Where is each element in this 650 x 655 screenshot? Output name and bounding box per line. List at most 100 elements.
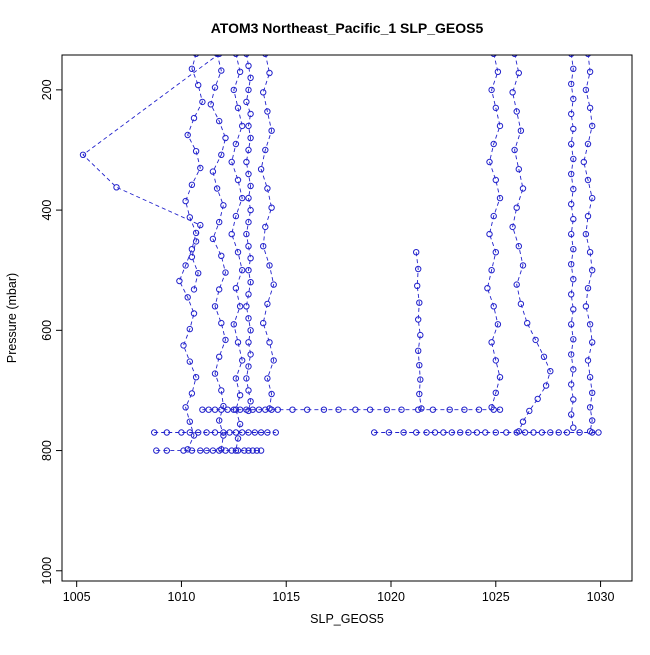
data-point xyxy=(534,395,541,403)
data-point xyxy=(243,375,250,382)
data-point xyxy=(245,429,252,436)
data-point xyxy=(182,197,189,205)
data-point xyxy=(178,429,185,436)
series-line xyxy=(245,55,252,411)
data-point xyxy=(184,131,191,139)
data-point xyxy=(416,390,423,398)
data-point xyxy=(530,429,537,436)
data-point xyxy=(226,429,233,436)
data-point xyxy=(228,447,235,454)
data-point xyxy=(247,206,254,214)
data-point xyxy=(180,447,187,454)
data-point xyxy=(415,406,422,413)
data-point xyxy=(151,429,158,436)
data-point xyxy=(239,267,246,274)
data-point xyxy=(218,319,225,327)
data-point xyxy=(190,114,198,122)
data-point xyxy=(188,447,196,454)
data-point xyxy=(228,230,235,238)
data-point xyxy=(264,185,271,192)
data-point xyxy=(371,429,378,436)
data-point xyxy=(429,406,437,413)
data-point xyxy=(211,303,219,310)
data-point xyxy=(492,104,499,112)
data-point xyxy=(584,140,592,148)
data-point xyxy=(568,110,575,118)
data-point xyxy=(236,303,244,310)
data-point xyxy=(440,429,447,436)
data-point xyxy=(236,406,244,413)
data-point xyxy=(232,212,240,220)
data-point xyxy=(568,170,575,178)
data-point xyxy=(416,362,423,369)
data-point xyxy=(582,303,590,310)
data-point xyxy=(270,281,277,288)
data-point xyxy=(247,74,254,82)
data-point xyxy=(475,406,483,413)
data-point xyxy=(188,65,196,73)
data-point xyxy=(209,168,217,175)
data-point xyxy=(496,122,504,130)
series-line xyxy=(260,55,275,409)
data-point xyxy=(216,117,223,125)
data-point xyxy=(509,223,516,231)
data-point xyxy=(224,406,231,413)
data-point xyxy=(264,300,271,308)
series-line xyxy=(210,55,226,450)
data-point xyxy=(513,204,520,211)
data-point xyxy=(220,202,227,209)
data-point xyxy=(188,181,196,189)
x-tick-label: 1010 xyxy=(168,590,196,604)
data-point xyxy=(521,429,529,436)
data-point xyxy=(484,285,491,292)
data-point xyxy=(586,104,594,112)
data-point xyxy=(268,390,275,398)
data-point xyxy=(243,406,250,413)
data-point xyxy=(234,104,242,112)
x-tick-label: 1025 xyxy=(482,590,510,604)
data-point xyxy=(260,243,267,250)
data-point xyxy=(585,55,591,57)
data-point xyxy=(383,406,390,413)
data-point xyxy=(245,146,252,154)
data-point xyxy=(413,249,420,256)
data-point xyxy=(416,299,423,306)
data-point xyxy=(492,429,499,436)
data-point xyxy=(218,151,225,159)
data-point xyxy=(519,262,527,269)
data-point xyxy=(247,351,254,358)
data-point xyxy=(511,55,518,57)
data-point xyxy=(220,432,227,439)
data-point xyxy=(192,374,200,381)
data-point xyxy=(264,375,271,382)
data-point xyxy=(490,212,497,220)
data-point xyxy=(274,406,281,413)
data-point xyxy=(385,429,393,436)
data-point xyxy=(249,447,256,454)
data-point xyxy=(232,140,240,148)
chart-title: ATOM3 Northeast_Pacific_1 SLP_GEOS5 xyxy=(211,20,484,36)
data-point xyxy=(192,238,200,245)
data-point xyxy=(589,267,596,274)
data-point xyxy=(482,429,489,436)
data-point xyxy=(415,347,422,354)
data-point xyxy=(220,429,227,436)
data-point xyxy=(163,447,171,454)
data-point xyxy=(268,204,275,211)
data-point xyxy=(304,406,311,413)
data-point xyxy=(214,55,221,57)
data-point xyxy=(461,406,468,413)
data-point xyxy=(180,342,187,349)
data-point xyxy=(586,321,594,328)
data-point xyxy=(197,447,204,454)
data-point xyxy=(234,249,242,256)
data-point xyxy=(515,69,522,77)
data-point xyxy=(186,429,194,436)
data-point xyxy=(234,339,242,346)
data-point xyxy=(490,406,497,413)
data-point xyxy=(576,429,583,436)
data-point xyxy=(190,286,198,293)
x-tick-label: 1020 xyxy=(377,590,405,604)
data-point xyxy=(584,212,592,220)
